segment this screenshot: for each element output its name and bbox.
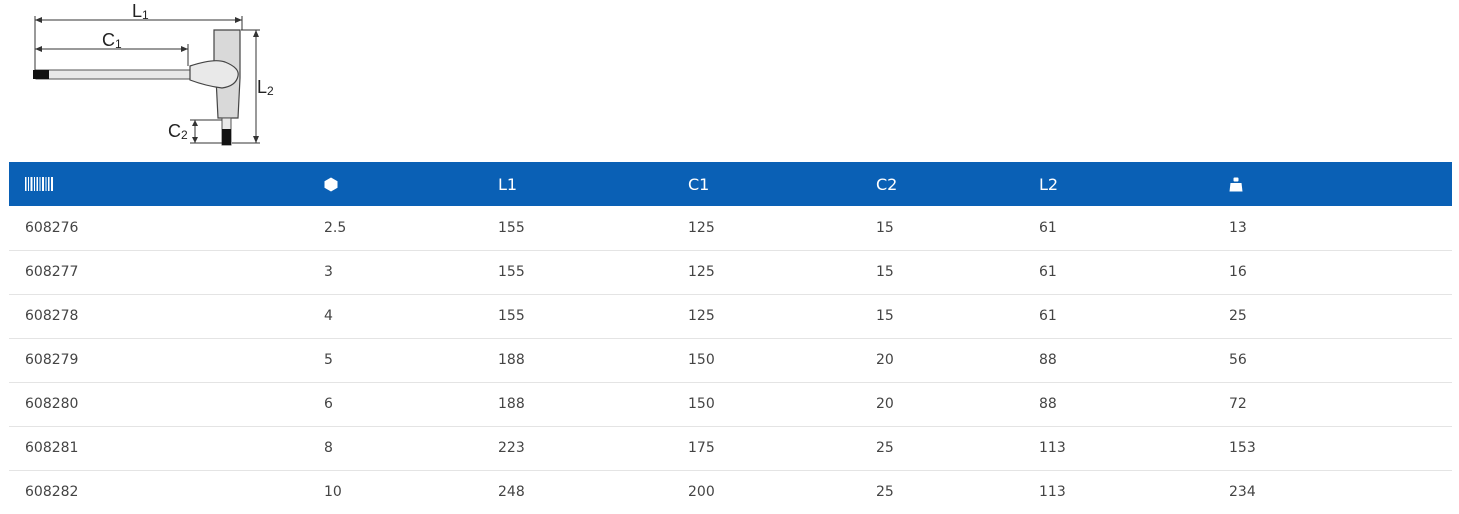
tool-dimension-diagram: L1 C1 L2 C2 [0,0,300,155]
cell-article: 608276 [25,219,79,236]
cell-l1: 223 [498,440,525,456]
cell-weight: 72 [1229,396,1247,412]
table-row: 608282 10 248 200 25 113 234 [9,470,1452,514]
cell-c2: 15 [876,264,894,280]
cell-l2: 61 [1039,264,1057,280]
table-row: 608276 2.5 155 125 15 61 13 [9,206,1452,250]
cell-c2: 25 [876,484,894,501]
cell-l1: 188 [498,352,525,368]
cell-article: 608278 [25,308,79,324]
spec-table: L1 C1 C2 L2 608276 2.5 155 125 15 61 [9,162,1452,514]
cell-c1: 150 [688,352,715,368]
cell-c2: 25 [876,440,894,456]
cell-l2: 61 [1039,308,1057,324]
cell-size: 10 [324,484,342,501]
cell-l1: 188 [498,396,525,412]
cell-c2: 15 [876,308,894,324]
cell-weight: 25 [1229,308,1247,324]
cell-l2: 113 [1039,484,1066,501]
cell-c2: 20 [876,352,894,368]
cell-l2: 88 [1039,352,1057,368]
cell-weight: 153 [1229,440,1256,456]
cell-l1: 155 [498,308,525,324]
cell-c2: 15 [876,219,894,236]
cell-size: 3 [324,264,333,280]
table-row: 608280 6 188 150 20 88 72 [9,382,1452,426]
cell-weight: 56 [1229,352,1247,368]
header-hex-size [310,162,484,206]
header-l2: L2 [1039,174,1059,194]
hexagon-icon [324,177,338,191]
table-header-row: L1 C1 C2 L2 [9,162,1452,206]
t-handle-hex-key-drawing: L1 C1 L2 C2 [33,1,274,146]
cell-c1: 125 [688,308,715,324]
barcode-icon [25,177,53,191]
weight-icon [1229,177,1243,191]
cell-c2: 20 [876,396,894,412]
cell-article: 608281 [25,440,79,456]
cell-c1: 125 [688,219,715,236]
header-c1: C1 [688,174,710,194]
cell-article: 608279 [25,352,79,368]
cell-weight: 16 [1229,264,1247,280]
cell-l1: 248 [498,484,525,501]
spec-table-container: L1 C1 C2 L2 608276 2.5 155 125 15 61 [9,162,1452,514]
cell-l1: 155 [498,219,525,236]
l2-label: L2 [257,77,274,98]
header-article-number [9,162,310,206]
c1-label: C1 [102,30,122,51]
table-row: 608281 8 223 175 25 113 153 [9,426,1452,470]
shaft [35,69,197,80]
cell-l2: 88 [1039,396,1057,412]
header-l1: L1 [498,174,518,194]
shaft-tip [33,70,49,79]
cell-l1: 155 [498,264,525,280]
cell-size: 2.5 [324,219,347,236]
table-row: 608277 3 155 125 15 61 16 [9,250,1452,294]
cell-c1: 125 [688,264,715,280]
cell-size: 5 [324,352,333,368]
cell-article: 608277 [25,264,79,280]
cell-size: 8 [324,440,333,456]
table-row: 608278 4 155 125 15 61 25 [9,294,1452,338]
cell-c1: 200 [688,484,715,501]
cell-article: 608282 [25,484,79,501]
header-weight [1215,162,1452,206]
cell-l2: 61 [1039,219,1057,236]
cell-c1: 150 [688,396,715,412]
l1-label: L1 [132,1,149,22]
short-leg-tip [222,129,231,145]
header-c2: C2 [876,174,898,194]
cell-weight: 234 [1229,484,1256,501]
cell-size: 4 [324,308,333,324]
cell-size: 6 [324,396,333,412]
handle-grip [189,60,239,89]
cell-article: 608280 [25,396,79,412]
table-row: 608279 5 188 150 20 88 56 [9,338,1452,382]
c2-label: C2 [168,121,188,142]
cell-weight: 13 [1229,219,1247,236]
cell-c1: 175 [688,440,715,456]
cell-l2: 113 [1039,440,1066,456]
